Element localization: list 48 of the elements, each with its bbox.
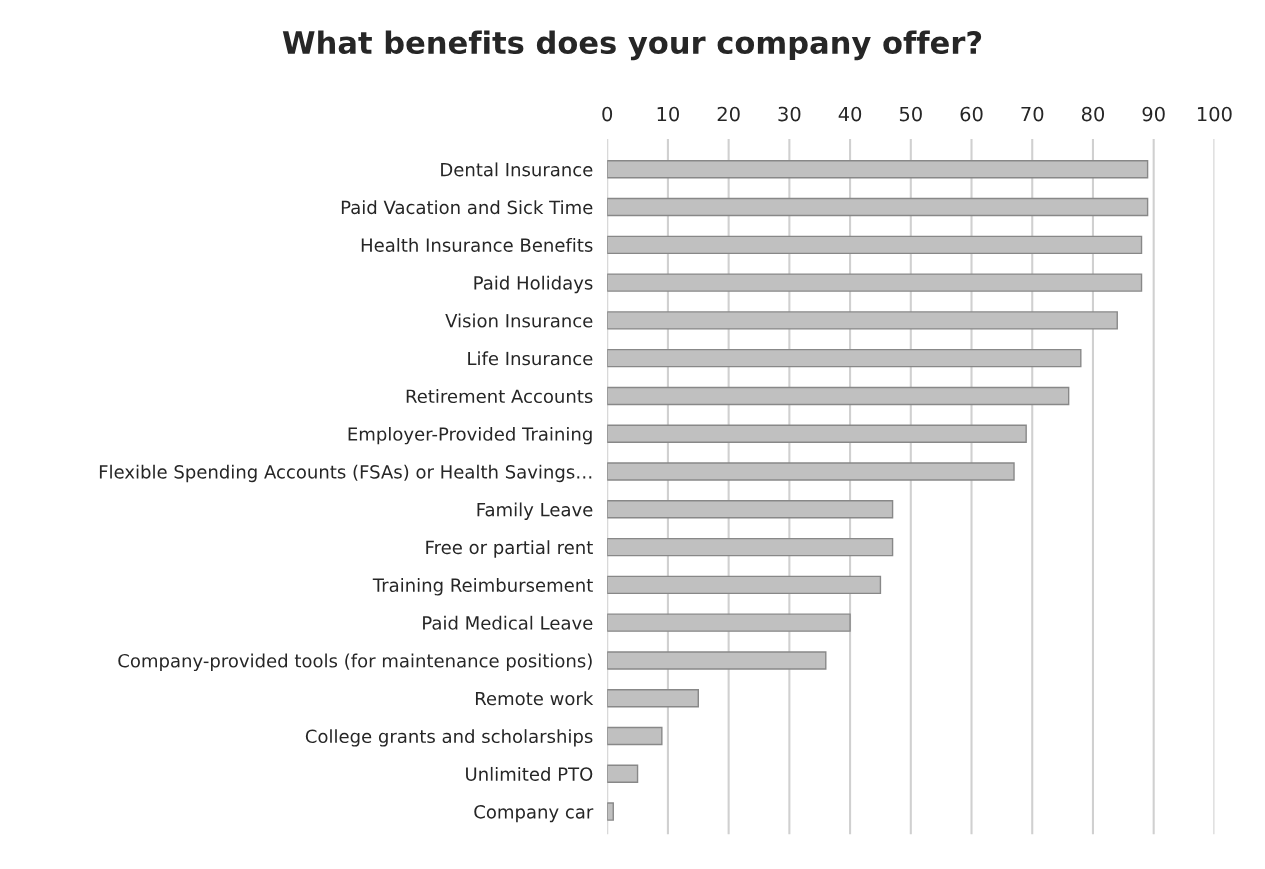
- y-tick-label: College grants and scholarships: [305, 729, 593, 747]
- y-tick-label: Company car: [474, 805, 594, 823]
- y-tick-label: Remote work: [475, 691, 594, 706]
- bar: [607, 726, 663, 746]
- x-tick-label: 70: [1021, 106, 1044, 122]
- bar: [607, 613, 851, 632]
- y-tick-label: Health Insurance Benefits: [361, 237, 593, 252]
- chart-title: What benefits does your company offer?: [282, 30, 982, 61]
- x-tick-label: 60: [960, 106, 983, 122]
- y-tick-label: Company-provided tools (for maintenance positions): [118, 653, 592, 672]
- bar: [607, 462, 1015, 481]
- x-tick-label: 10: [657, 106, 679, 122]
- x-tick-label: 0: [602, 106, 613, 122]
- y-tick-label: Flexible Spending Accounts (FSAs) or Health Savings…: [99, 464, 592, 483]
- bar: [607, 689, 699, 708]
- x-tick-label: 100: [1197, 106, 1232, 122]
- x-tick-label: 30: [778, 106, 801, 122]
- y-tick-label: Training Reimbursement: [372, 578, 593, 596]
- bar: [607, 500, 894, 519]
- y-tick-label: Retirement Accounts: [406, 389, 593, 404]
- y-tick-label: Dental Insurance: [441, 162, 593, 177]
- x-tick-label: 40: [838, 106, 862, 122]
- y-tick-label: Paid Medical Leave: [423, 615, 593, 630]
- bar: [607, 273, 1143, 292]
- y-tick-label: Free or partial rent: [426, 540, 593, 558]
- y-tick-label: Vision Insurance: [445, 313, 593, 328]
- bar: [607, 424, 1027, 443]
- bar: [607, 348, 1082, 368]
- bar: [607, 197, 1149, 217]
- y-tick-label: Unlimited PTO: [466, 766, 593, 781]
- bar: [607, 311, 1118, 330]
- bar: [607, 537, 894, 557]
- x-tick-label: 90: [1142, 106, 1165, 122]
- x-tick-label: 20: [717, 106, 740, 122]
- y-tick-label: Paid Holidays: [474, 275, 593, 294]
- y-tick-label: Family Leave: [477, 502, 593, 520]
- y-tick-label: Paid Vacation and Sick Time: [341, 200, 593, 215]
- x-tick-label: 50: [899, 106, 922, 122]
- bar: [607, 575, 882, 595]
- bar: [607, 802, 614, 821]
- x-tick-label: 80: [1081, 106, 1105, 122]
- bar: [607, 235, 1143, 255]
- y-tick-label: Employer-Provided Training: [348, 426, 592, 445]
- bar: [607, 160, 1149, 179]
- bar: [607, 764, 639, 783]
- bar: [607, 651, 827, 670]
- bar: [607, 386, 1070, 406]
- y-tick-label: Life Insurance: [468, 351, 593, 366]
